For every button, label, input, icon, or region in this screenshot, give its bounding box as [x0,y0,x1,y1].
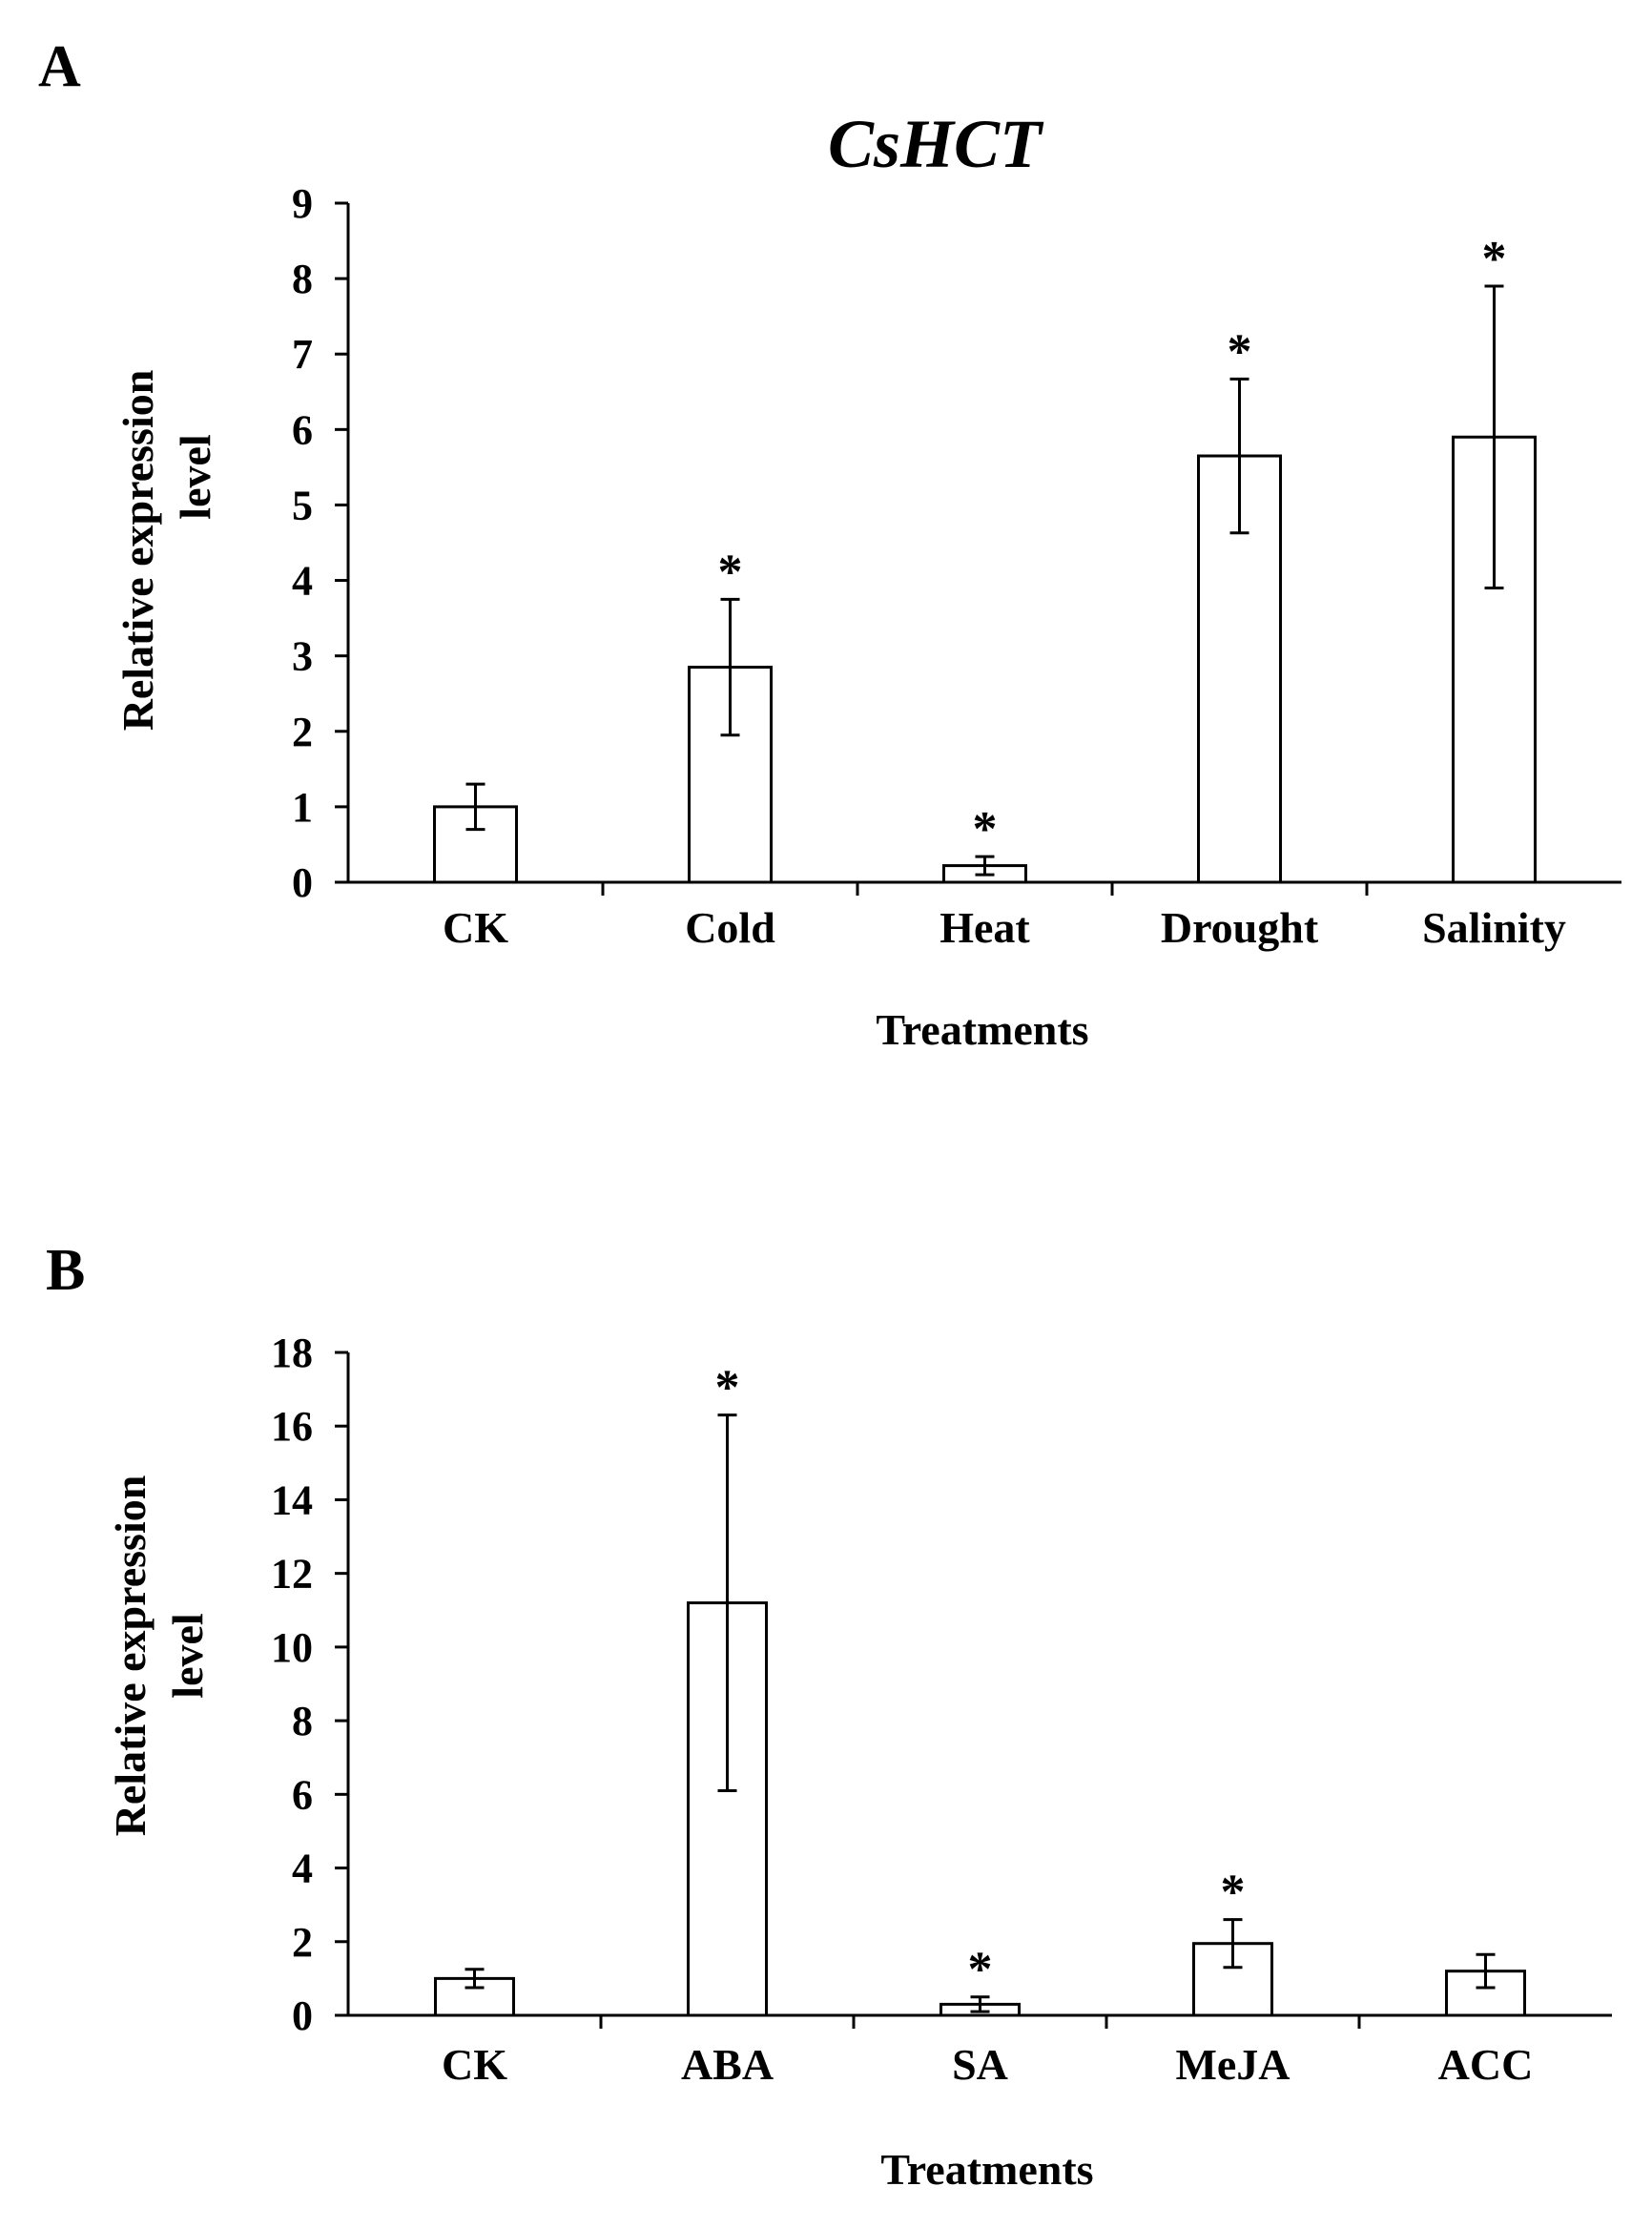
panel-a-y-tick-label: 7 [292,331,313,378]
panel-a-y-tick-label: 1 [292,784,313,831]
panel-a-category-label: Drought [1161,903,1319,952]
panel-a-y-tick-label: 4 [292,558,313,605]
panel-a-y-tick-label: 3 [292,633,313,680]
panel-b-y-tick-label: 14 [271,1476,313,1523]
panel-a-y-tick-label: 9 [292,180,313,227]
panel-a: A CsHCT Relative expression level 0 1 2 3 4 5… [38,34,1621,1054]
panel-b-category-label: CK [442,2040,507,2089]
panel-b-y-tick-label: 6 [292,1771,313,1818]
panel-a-category-label: Cold [685,903,775,952]
panel-a-category-label: Heat [940,903,1030,952]
panel-a-significance-marker: * [1228,324,1252,379]
panel-b-xlabel: Treatments [880,2145,1093,2194]
panel-a-bar [433,805,518,884]
panel-a-y-tick-label: 8 [292,256,313,302]
panel-b-category-label: SA [952,2040,1008,2089]
panel-a-ylabel-line1: Relative expression [114,370,162,732]
panel-b-category-label: MeJA [1175,2040,1290,2089]
panel-b-ylabel-line1: Relative expression [106,1475,155,1837]
panel-b-y-tick-label: 8 [292,1698,313,1744]
panel-b-label: B [46,1238,85,1303]
panel-a-category-label: Salinity [1422,903,1566,952]
panel-b: B Relative expression level 0 2 4 6 8 10 12 14 1… [46,1238,1612,2194]
panel-b-y-tick-label: 12 [271,1551,313,1598]
chart-title: CsHCT [828,106,1044,182]
panel-a-category-label: CK [443,903,508,952]
panel-b-ylabel-line2: level [163,1613,212,1698]
panel-b-y-tick-label: 16 [271,1403,313,1450]
panel-a-xlabel: Treatments [876,1005,1088,1054]
panel-a-bars: CK * Cold * Heat * Drought * Salinity [433,232,1566,952]
panel-b-significance-marker: * [715,1361,740,1415]
panel-a-y-tick-label: 5 [292,482,313,528]
panel-a-axes: 0 1 2 3 4 5 6 7 8 9 [292,180,1621,906]
panel-a-significance-marker: * [718,545,743,599]
panel-b-y-tick-label: 2 [292,1919,313,1966]
panel-b-y-tick-label: 18 [271,1330,313,1376]
panel-b-y-tick-label: 10 [271,1624,313,1671]
panel-a-significance-marker: * [973,802,998,856]
panel-a-significance-marker: * [1482,232,1507,286]
panel-b-y-tick-label: 0 [292,1992,313,2039]
panel-a-y-tick-label: 0 [292,859,313,906]
panel-b-bars: CK * ABA * SA * MeJA ACC [434,1361,1534,2089]
panel-a-y-tick-label: 2 [292,709,313,755]
panel-a-y-tick-label: 6 [292,406,313,453]
panel-a-ylabel-line2: level [171,434,219,519]
panel-b-significance-marker: * [1221,1866,1246,1920]
panel-b-y-tick-label: 4 [292,1846,313,1892]
panel-b-category-label: ACC [1438,2040,1534,2089]
panel-b-category-label: ABA [681,2040,774,2089]
panel-a-label: A [38,34,81,99]
panel-b-significance-marker: * [968,1943,993,1997]
panel-b-axes: 0 2 4 6 8 10 12 14 16 18 [271,1330,1612,2039]
